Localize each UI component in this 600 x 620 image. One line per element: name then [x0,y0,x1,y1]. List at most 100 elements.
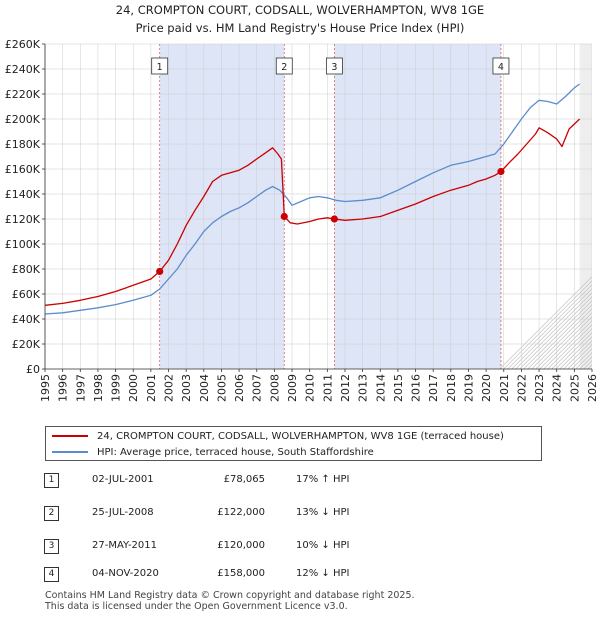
transaction-hpi-diff: 10% ↓ HPI [296,540,350,551]
transaction-date: 02-JUL-2001 [92,474,154,485]
transaction-number-badge: 4 [44,567,59,582]
x-tick-label: 2025 [568,374,581,402]
x-tick-label: 2022 [515,374,528,402]
x-tick-label: 1996 [57,374,70,402]
x-tick-label: 2015 [392,374,405,402]
legend-swatch-property [52,435,88,437]
sale-label-number: 3 [331,62,337,73]
shaded-period [334,44,501,369]
sale-point [330,215,338,223]
forecast-hatch [519,288,600,370]
x-tick-label: 2008 [268,374,281,402]
sale-label-number: 4 [498,62,504,73]
sale-label-box [275,57,293,75]
transaction-hpi-diff: 13% ↓ HPI [296,507,350,518]
x-tick-label: 2010 [304,374,317,402]
sale-label-number: 2 [281,62,287,73]
forecast-hatch [527,296,600,370]
forecast-hatch [503,272,600,370]
x-tick-label: 2018 [445,374,458,402]
legend-swatch-hpi [52,451,88,453]
transaction-date: 25-JUL-2008 [92,507,154,518]
transaction-row: 4 04-NOV-2020 £158,000 12% ↓ HPI [44,567,564,583]
transaction-number-badge: 3 [44,539,59,554]
y-tick-label: £160K [5,163,41,176]
sale-label-box [492,57,510,75]
footer-copyright: Contains HM Land Registry data © Crown c… [45,590,415,601]
plot-background [45,44,592,369]
x-tick-label: 2021 [498,374,511,402]
forecast-hatch [507,276,600,370]
x-tick-label: 2001 [145,374,158,402]
footer: Contains HM Land Registry data © Crown c… [45,590,415,612]
transaction-row: 2 25-JUL-2008 £122,000 13% ↓ HPI [44,506,564,522]
y-tick-label: £20K [12,338,41,351]
x-tick-label: 2000 [127,374,140,402]
x-tick-label: 2017 [427,374,440,402]
transaction-date: 04-NOV-2020 [92,568,159,579]
y-tick-label: £180K [5,138,41,151]
x-tick-label: 2009 [286,374,299,402]
transaction-price: £120,000 [217,540,265,551]
x-tick-label: 2003 [180,374,193,402]
x-tick-label: 2014 [374,374,387,402]
forecast-hatch [515,284,600,370]
transaction-date: 27-MAY-2011 [92,540,158,551]
x-tick-label: 1997 [74,374,87,402]
footer-licence: This data is licensed under the Open Gov… [45,601,348,612]
x-tick-label: 2016 [410,374,423,402]
shaded-period [159,44,285,369]
legend-item-property: 24, CROMPTON COURT, CODSALL, WOLVERHAMPT… [52,428,504,444]
y-tick-label: £120K [5,213,41,226]
transaction-number-badge: 1 [44,473,59,488]
y-tick-label: £220K [5,88,41,101]
transaction-hpi-diff: 17% ↑ HPI [296,474,350,485]
forecast-hatch [511,280,600,370]
sale-point [156,267,164,276]
transaction-price: £122,000 [217,507,265,518]
y-tick-label: £260K [5,38,41,51]
x-tick-label: 2006 [233,374,246,402]
legend-label-hpi: HPI: Average price, terraced house, Sout… [97,446,374,458]
y-tick-label: £80K [12,263,41,276]
sale-label-box [151,57,169,75]
x-tick-label: 1995 [39,374,52,402]
y-tick-label: £140K [5,188,41,201]
transaction-price: £158,000 [217,568,265,579]
x-tick-label: 2002 [163,374,176,402]
y-tick-label: £240K [5,63,41,76]
x-tick-label: 2005 [215,374,228,402]
x-tick-label: 2007 [251,374,264,402]
y-tick-label: £40K [12,313,41,326]
forecast-hatch [531,300,600,370]
x-tick-label: 1999 [110,374,123,402]
x-tick-label: 2013 [357,374,370,402]
property-series-line [44,118,581,306]
price-chart: 24, CROMPTON COURT, CODSALL, WOLVERHAMPT… [5,3,600,402]
y-tick-label: £60K [12,288,41,301]
plot-area: 1 2 3 4 £0 £20K £40K £60K £80K £100K £120K £140K £16… [5,34,600,402]
chart-title: 24, CROMPTON COURT, CODSALL, WOLVERHAMPT… [116,3,484,17]
x-tick-label: 2019 [462,374,475,402]
legend: 24, CROMPTON COURT, CODSALL, WOLVERHAMPT… [45,426,542,461]
legend-item-hpi: HPI: Average price, terraced house, Sout… [52,444,374,460]
y-tick-label: £0 [26,363,40,376]
forecast-hatch [523,292,600,370]
y-tick-label: £100K [5,238,41,251]
forecast-hatch [535,304,600,370]
x-tick-label: 2020 [480,374,493,402]
sale-point [497,167,505,176]
legend-label-property: 24, CROMPTON COURT, CODSALL, WOLVERHAMPT… [97,430,504,442]
chart-subtitle: Price paid vs. HM Land Registry's House … [136,21,465,35]
y-tick-label: £200K [5,113,41,126]
sale-point [280,212,288,221]
sale-label-box [325,57,343,75]
hpi-series-line [44,83,580,315]
sale-label-number: 1 [157,62,163,73]
transaction-row: 3 27-MAY-2011 £120,000 10% ↓ HPI [44,539,564,555]
x-tick-label: 2012 [339,374,352,402]
transaction-price: £78,065 [223,474,265,485]
x-tick-label: 2026 [586,374,599,402]
x-tick-label: 2004 [198,374,211,402]
x-tick-label: 1998 [92,374,105,402]
